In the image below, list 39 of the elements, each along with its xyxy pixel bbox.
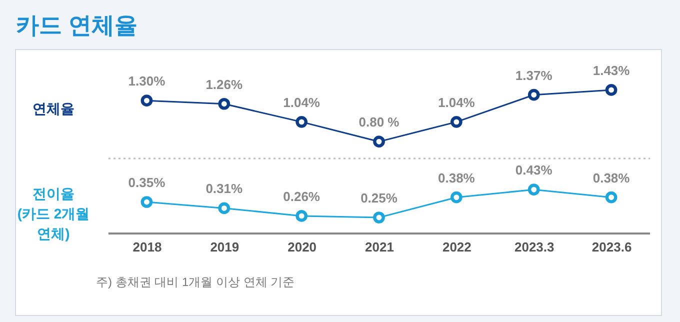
point [528,88,540,101]
point [450,191,462,204]
point [373,212,385,224]
x-tick-label: 2018 [132,240,162,254]
x-tick-label: 2023.3 [514,240,554,254]
data-label: 0.80 % [358,114,400,130]
point [605,84,618,96]
data-label: 0.31% [206,181,244,196]
x-tick-label: 2021 [365,240,394,254]
data-label: 1.26% [206,76,244,92]
point [296,210,308,222]
point [140,94,153,107]
data-label: 0.35% [128,175,166,190]
y-axis-title: 연체율 [32,100,74,116]
x-tick-label: 2020 [288,240,317,254]
point [218,202,230,214]
data-label: 0.25% [360,190,398,206]
point [218,98,230,110]
y-axis-title: 전이율 (카드 2개월 연체) [17,186,90,242]
x-tick-label: 2023.6 [592,240,632,254]
point [450,116,462,128]
point [605,191,618,204]
data-label: 1.37% [515,68,553,83]
point [296,116,308,128]
data-label: 1.43% [592,62,630,78]
point [528,184,540,196]
data-label: 1.04% [283,94,320,110]
x-tick-label: 2022 [442,240,472,254]
text: 주) 총채권 대비 1개월 이상 연체 기준 [96,274,295,291]
data-label: 1.04% [438,94,476,110]
data-label: 0.38% [592,170,630,186]
data-label: 0.38% [438,170,476,186]
point [373,136,385,148]
data-label: 0.26% [283,188,320,204]
data-label: 1.30% [128,74,166,89]
data-label: 0.43% [515,162,553,178]
x-tick-label: 2019 [210,240,240,254]
chart-title: 카드 연체율 [16,11,138,40]
point [140,196,153,208]
